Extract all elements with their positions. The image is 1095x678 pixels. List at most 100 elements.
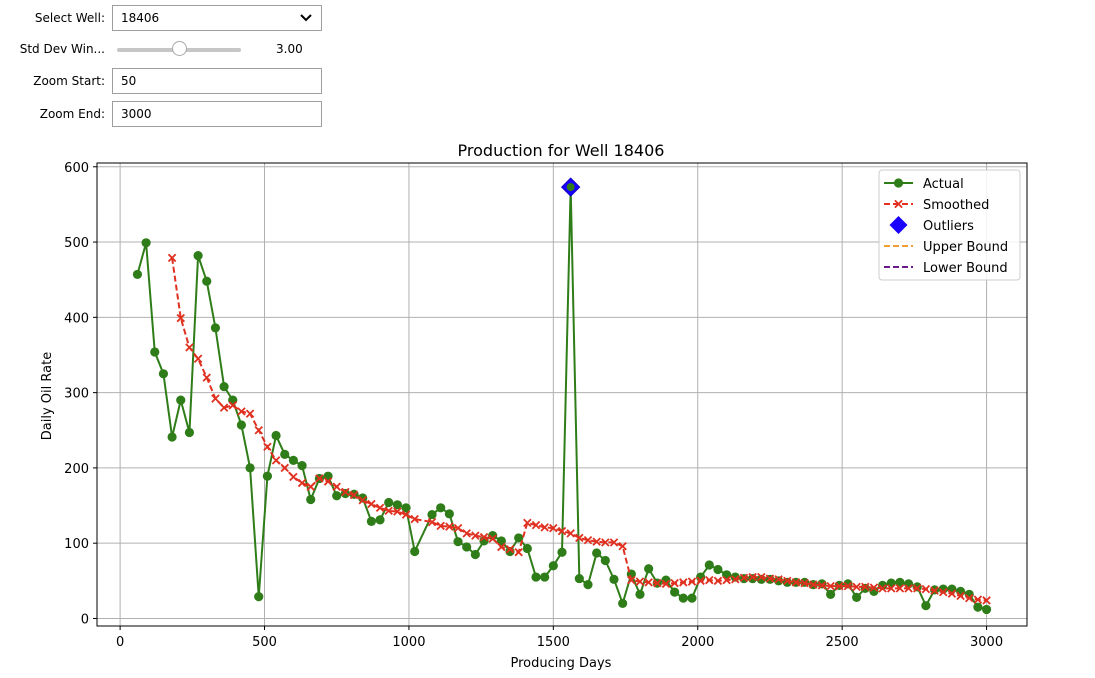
actual-point xyxy=(470,549,480,560)
chart-title: Production for Well 18406 xyxy=(458,141,665,160)
smoothed-point xyxy=(765,574,775,583)
actual-point xyxy=(202,276,212,286)
zoom-start-row: Zoom Start: 50 xyxy=(0,67,322,95)
smoothed-point xyxy=(176,313,185,323)
zoom-end-input[interactable]: 3000 xyxy=(112,101,322,127)
actual-point xyxy=(678,593,688,603)
actual-point xyxy=(444,509,454,519)
smoothed-point xyxy=(401,510,411,519)
smoothed-point xyxy=(341,487,350,497)
y-axis-label: Daily Oil Rate xyxy=(40,352,55,440)
legend-swatch-marker xyxy=(894,199,903,209)
smoothed-point xyxy=(861,582,870,592)
smoothed-point xyxy=(436,521,445,531)
slider-thumb[interactable] xyxy=(171,41,187,56)
outlier-actual-point xyxy=(566,183,575,192)
well-selector-dropdown[interactable]: 18406 xyxy=(112,5,322,31)
actual-point xyxy=(609,574,619,584)
series-layer xyxy=(132,177,992,615)
smoothed-point xyxy=(254,426,263,435)
x-tick-label: 500 xyxy=(252,635,277,650)
zoom-end-row: Zoom End: 3000 xyxy=(0,100,322,128)
actual-point xyxy=(574,573,584,584)
smoothed-point xyxy=(358,496,367,505)
x-tick-label: 3000 xyxy=(970,635,1003,650)
smoothed-point xyxy=(237,407,246,416)
smoothed-point xyxy=(661,579,671,589)
actual-point xyxy=(583,579,593,590)
actual-point xyxy=(687,593,697,603)
actual-point xyxy=(358,493,368,503)
actual-point xyxy=(782,577,792,587)
actual-point xyxy=(921,601,931,611)
smoothed-point xyxy=(228,401,237,410)
smoothed-point xyxy=(280,463,289,473)
smoothed-point xyxy=(193,354,203,363)
actual-point xyxy=(895,577,905,587)
smoothed-point xyxy=(471,531,480,540)
smoothed-point xyxy=(982,596,991,605)
smoothed-point xyxy=(592,537,601,546)
smoothed-point xyxy=(367,499,376,509)
smoothed-point xyxy=(627,575,636,585)
smoothed-point xyxy=(800,578,809,588)
smoothed-point xyxy=(488,534,497,543)
legend-label: Upper Bound xyxy=(923,240,1008,255)
actual-point xyxy=(903,579,914,589)
actual-point xyxy=(306,494,316,505)
legend-swatch-marker xyxy=(893,178,904,188)
smoothed-point xyxy=(609,538,619,547)
actual-point xyxy=(860,583,870,593)
smoothed-point xyxy=(809,580,818,589)
actual-point xyxy=(132,269,143,280)
smoothed-point xyxy=(557,526,567,536)
std-dev-window-slider[interactable] xyxy=(115,39,243,59)
smoothed-point xyxy=(670,578,679,588)
actual-point xyxy=(332,491,342,501)
actual-point xyxy=(366,516,376,526)
legend-label: Lower Bound xyxy=(923,261,1008,276)
smoothed-point xyxy=(739,573,749,583)
smoothed-point xyxy=(566,529,575,538)
smoothed-point xyxy=(895,584,905,593)
smoothed-point xyxy=(887,584,896,593)
smoothed-point xyxy=(202,373,211,382)
smoothed-point xyxy=(271,456,281,465)
actual-point xyxy=(193,251,203,261)
actual-point xyxy=(981,604,992,615)
zoom-start-input[interactable]: 50 xyxy=(112,68,322,94)
legend-box xyxy=(878,169,1021,281)
y-tick-label: 300 xyxy=(64,387,89,402)
smoothed-series-line xyxy=(171,257,987,602)
actual-point xyxy=(704,560,714,570)
actual-point xyxy=(540,572,550,582)
smoothed-point xyxy=(964,593,974,603)
x-tick-label: 1500 xyxy=(537,635,570,650)
actual-point xyxy=(210,323,221,333)
smoothed-point xyxy=(540,523,549,532)
smoothed-point xyxy=(696,576,705,586)
actual-point xyxy=(375,515,385,525)
actual-point xyxy=(748,573,758,584)
smoothed-point xyxy=(479,532,489,542)
actual-point xyxy=(236,420,247,430)
smoothed-point xyxy=(575,533,584,543)
actual-point xyxy=(531,572,541,582)
actual-point xyxy=(635,589,645,599)
actual-point xyxy=(271,430,281,441)
legend-label: Actual xyxy=(923,177,964,192)
actual-point xyxy=(548,561,558,571)
actual-point xyxy=(557,547,567,557)
y-tick-label: 500 xyxy=(64,236,89,251)
well-selector-row: Select Well: 18406 xyxy=(0,4,322,32)
actual-point xyxy=(254,592,264,602)
smoothed-point xyxy=(462,529,471,538)
smoothed-point xyxy=(973,595,983,604)
well-selector-value: 18406 xyxy=(121,11,160,25)
actual-point xyxy=(297,461,307,471)
smoothed-point xyxy=(393,507,402,516)
smoothed-point xyxy=(843,581,853,591)
smoothed-point xyxy=(722,575,731,585)
smoothed-point xyxy=(644,578,653,587)
smoothed-point xyxy=(791,578,801,587)
